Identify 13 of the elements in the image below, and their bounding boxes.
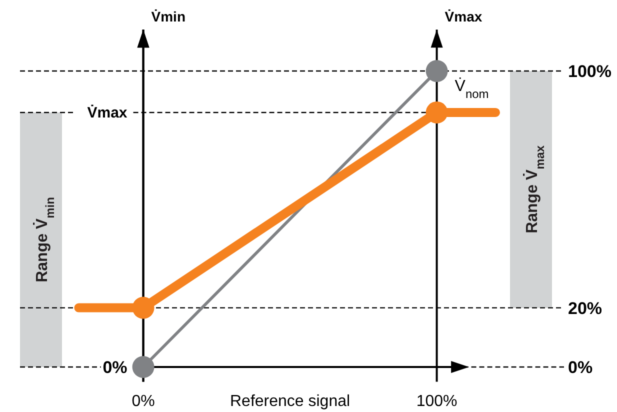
x-axis-title: Reference signal [230, 393, 350, 410]
point [132, 356, 154, 378]
point [426, 60, 448, 82]
ref-line-label: V̇max [87, 104, 128, 122]
annotation: 0% [102, 358, 128, 377]
point [132, 296, 154, 319]
annotation: V̇$_{nom}$ [454, 76, 489, 102]
y-axis-title: V̇min [151, 8, 186, 25]
point [426, 101, 448, 124]
y-tick-label: 0% [568, 358, 593, 377]
y-tick-label: 20% [568, 298, 602, 318]
y2-axis-title: V̇max [444, 8, 482, 25]
y-tick-label: 100% [568, 62, 612, 82]
